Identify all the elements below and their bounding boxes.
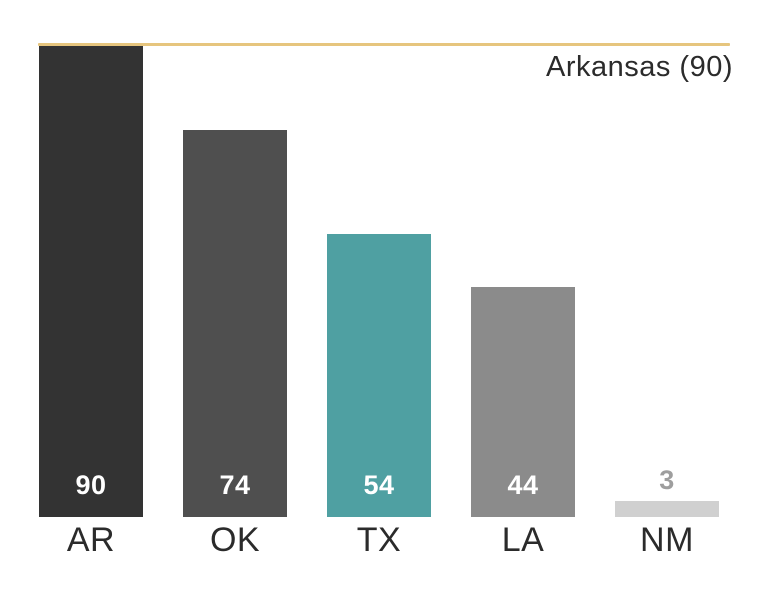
bar-value-label: 44 xyxy=(507,470,539,500)
reference-line-annotation: Arkansas (90) xyxy=(545,51,733,83)
bar-value-label: 54 xyxy=(363,470,395,500)
bar-value-label: 74 xyxy=(219,470,251,500)
x-axis-labels: AR OK TX LA NM xyxy=(39,521,719,560)
x-axis-label-tx: TX xyxy=(356,521,402,559)
bar-tx[interactable]: 54 xyxy=(327,234,431,517)
bar-nm[interactable]: 3 xyxy=(615,465,719,517)
x-axis-label-ar: AR xyxy=(66,521,116,559)
x-axis-label-la: LA xyxy=(501,521,545,559)
bar-value-label: 3 xyxy=(659,465,675,495)
plot-area: 90 74 54 44 3 xyxy=(39,0,719,517)
x-axis-label-ok: OK xyxy=(209,521,261,559)
bar-la[interactable]: 44 xyxy=(471,287,575,517)
bar-value-label: 90 xyxy=(75,470,107,500)
bar-ok[interactable]: 74 xyxy=(183,130,287,517)
bar-ar[interactable]: 90 xyxy=(39,46,143,517)
reference-line xyxy=(38,43,730,46)
x-axis-label-nm: NM xyxy=(640,521,694,559)
